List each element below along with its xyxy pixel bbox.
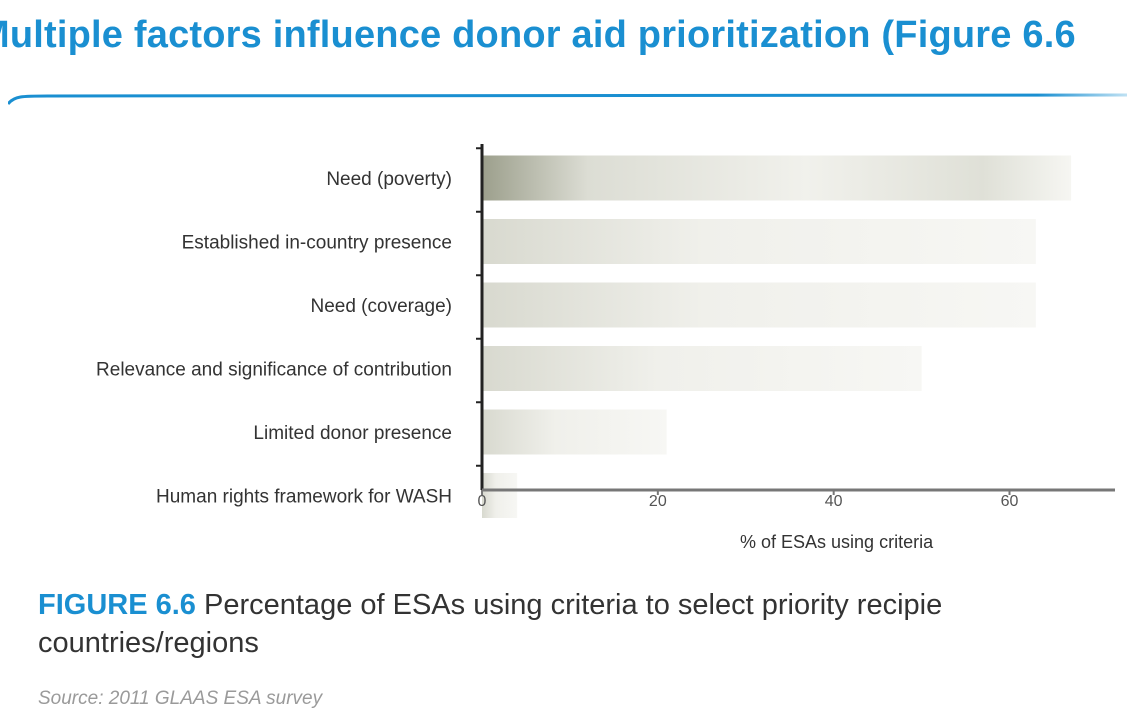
bar-4: [482, 346, 922, 391]
category-label-5: Limited donor presence: [253, 423, 452, 444]
figure-caption: FIGURE 6.6 Percentage of ESAs using crit…: [38, 586, 1127, 662]
bar-chart: Need (poverty) Established in-country pre…: [96, 144, 1115, 518]
bar-1: [482, 155, 1072, 201]
bars-layer: [482, 155, 1072, 518]
category-label-2: Established in-country presence: [182, 233, 452, 254]
bar-5: [482, 409, 667, 455]
category-labels: Need (poverty) Established in-country pre…: [96, 169, 452, 508]
x-tick-label: 20: [649, 493, 667, 510]
figure-number: FIGURE 6.6: [38, 589, 196, 621]
x-tick-label: 0: [478, 493, 487, 510]
axes: [476, 144, 1115, 495]
bar-3: [482, 282, 1036, 328]
figure-caption-line1: Percentage of ESAs using criteria to sel…: [195, 589, 943, 621]
bar-6: [482, 473, 518, 518]
x-tick-label: 40: [825, 493, 843, 510]
category-label-3: Need (coverage): [310, 296, 452, 317]
category-label-4: Relevance and significance of contributi…: [96, 360, 452, 381]
bar-2: [482, 219, 1036, 264]
source-note: Source: 2011 GLAAS ESA survey: [38, 688, 323, 709]
category-label-1: Need (poverty): [326, 169, 452, 190]
slide-title: Multiple factors influence donor aid pri…: [0, 14, 1076, 56]
x-tick-label: 60: [1001, 493, 1019, 510]
category-label-6: Human rights framework for WASH: [156, 487, 452, 508]
title-divider: [8, 93, 1127, 105]
figure-caption-line2: countries/regions: [38, 627, 259, 659]
x-tick-labels: 0 20 40 60: [478, 493, 1019, 510]
x-axis-label: % of ESAs using criteria: [740, 532, 934, 552]
